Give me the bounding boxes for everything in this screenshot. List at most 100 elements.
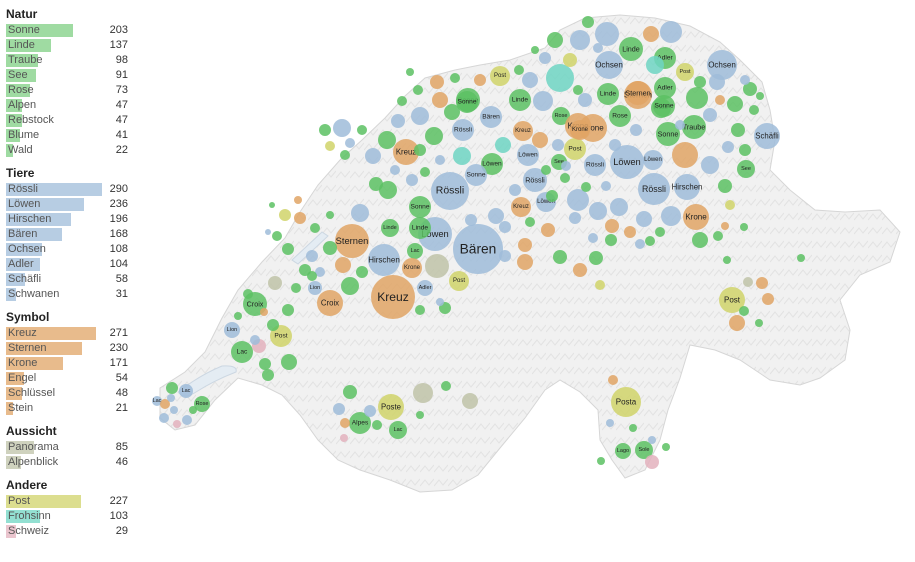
name-circle[interactable] bbox=[420, 167, 430, 177]
name-circle[interactable] bbox=[653, 95, 675, 117]
name-circle[interactable] bbox=[513, 121, 533, 141]
name-circle[interactable] bbox=[480, 106, 502, 128]
name-circle[interactable] bbox=[450, 73, 460, 83]
name-circle[interactable] bbox=[317, 290, 343, 316]
name-circle[interactable] bbox=[573, 85, 583, 95]
name-circle[interactable] bbox=[560, 173, 570, 183]
name-circle[interactable] bbox=[721, 222, 729, 230]
legend-row[interactable]: Sternen 230 bbox=[6, 341, 128, 356]
name-circle[interactable] bbox=[676, 63, 694, 81]
legend-row[interactable]: Linde 137 bbox=[6, 38, 128, 53]
name-circle[interactable] bbox=[413, 85, 423, 95]
name-circle[interactable] bbox=[406, 174, 418, 186]
name-circle[interactable] bbox=[719, 287, 745, 313]
name-circle[interactable] bbox=[488, 208, 504, 224]
name-circle[interactable] bbox=[595, 51, 623, 79]
name-circle[interactable] bbox=[431, 172, 469, 210]
name-circle[interactable] bbox=[378, 394, 404, 420]
name-circle[interactable] bbox=[490, 66, 510, 86]
legend-row[interactable]: Sonne 203 bbox=[6, 23, 128, 38]
name-circle[interactable] bbox=[250, 335, 260, 345]
name-circle[interactable] bbox=[481, 153, 503, 175]
name-circle[interactable] bbox=[629, 424, 637, 432]
legend-row[interactable]: Rebstock 47 bbox=[6, 113, 128, 128]
name-circle[interactable] bbox=[648, 436, 656, 444]
name-circle[interactable] bbox=[692, 232, 708, 248]
name-circle[interactable] bbox=[597, 457, 605, 465]
legend-row[interactable]: Alpenblick 46 bbox=[6, 455, 128, 470]
name-circle[interactable] bbox=[265, 229, 271, 235]
name-circle[interactable] bbox=[152, 396, 162, 406]
name-circle[interactable] bbox=[444, 104, 460, 120]
name-circle[interactable] bbox=[371, 275, 415, 319]
name-circle[interactable] bbox=[570, 30, 590, 50]
name-circle[interactable] bbox=[173, 420, 181, 428]
name-circle[interactable] bbox=[727, 96, 743, 112]
name-circle[interactable] bbox=[268, 276, 282, 290]
name-circle[interactable] bbox=[606, 419, 614, 427]
legend-row[interactable]: Schäfli 58 bbox=[6, 272, 128, 287]
name-circle[interactable] bbox=[409, 217, 431, 239]
name-circle[interactable] bbox=[517, 254, 533, 270]
name-circle[interactable] bbox=[674, 174, 700, 200]
name-circle[interactable] bbox=[593, 43, 603, 53]
name-circle[interactable] bbox=[561, 161, 571, 171]
legend-row[interactable]: See 91 bbox=[6, 68, 128, 83]
legend-row[interactable]: Alpen 47 bbox=[6, 98, 128, 113]
name-circle[interactable] bbox=[335, 224, 369, 258]
name-circle[interactable] bbox=[310, 223, 320, 233]
name-circle[interactable] bbox=[369, 177, 383, 191]
name-circle[interactable] bbox=[532, 132, 548, 148]
name-circle[interactable] bbox=[601, 181, 611, 191]
name-circle[interactable] bbox=[456, 91, 478, 113]
name-circle[interactable] bbox=[595, 22, 619, 46]
name-circle[interactable] bbox=[391, 114, 405, 128]
name-circle[interactable] bbox=[389, 421, 407, 439]
name-circle[interactable] bbox=[315, 267, 325, 277]
legend-row[interactable]: Schweiz 29 bbox=[6, 524, 128, 539]
legend-row[interactable]: Hirschen 196 bbox=[6, 212, 128, 227]
name-circle[interactable] bbox=[546, 190, 558, 202]
name-circle[interactable] bbox=[282, 304, 294, 316]
name-circle[interactable] bbox=[582, 16, 594, 28]
name-circle[interactable] bbox=[189, 406, 197, 414]
name-circle[interactable] bbox=[364, 405, 376, 417]
name-circle[interactable] bbox=[351, 204, 369, 222]
name-circle[interactable] bbox=[441, 381, 451, 391]
name-circle[interactable] bbox=[308, 281, 322, 295]
name-circle[interactable] bbox=[740, 223, 748, 231]
name-circle[interactable] bbox=[645, 455, 659, 469]
name-circle[interactable] bbox=[672, 142, 698, 168]
name-circle[interactable] bbox=[231, 341, 253, 363]
legend-row[interactable]: Traube 98 bbox=[6, 53, 128, 68]
name-circle[interactable] bbox=[570, 120, 590, 140]
name-circle[interactable] bbox=[414, 144, 426, 156]
name-circle[interactable] bbox=[737, 160, 755, 178]
name-circle[interactable] bbox=[660, 21, 682, 43]
name-circle[interactable] bbox=[397, 96, 407, 106]
name-circle[interactable] bbox=[435, 155, 445, 165]
name-circle[interactable] bbox=[682, 115, 706, 139]
name-circle[interactable] bbox=[661, 206, 681, 226]
name-circle[interactable] bbox=[343, 385, 357, 399]
name-circle[interactable] bbox=[294, 196, 302, 204]
name-circle[interactable] bbox=[279, 209, 291, 221]
name-circle[interactable] bbox=[605, 219, 619, 233]
legend-row[interactable]: Rose 73 bbox=[6, 83, 128, 98]
name-circle[interactable] bbox=[581, 182, 591, 192]
name-circle[interactable] bbox=[430, 75, 444, 89]
name-circle[interactable] bbox=[740, 75, 750, 85]
name-circle[interactable] bbox=[703, 108, 717, 122]
name-circle[interactable] bbox=[589, 202, 607, 220]
name-circle[interactable] bbox=[436, 298, 444, 306]
name-circle[interactable] bbox=[509, 89, 531, 111]
name-circle[interactable] bbox=[635, 239, 645, 249]
name-circle[interactable] bbox=[683, 204, 709, 230]
name-circle[interactable] bbox=[609, 139, 621, 151]
legend-row[interactable]: Schwanen 31 bbox=[6, 287, 128, 302]
name-circle[interactable] bbox=[160, 399, 170, 409]
name-circle[interactable] bbox=[645, 236, 655, 246]
legend-row[interactable]: Engel 54 bbox=[6, 371, 128, 386]
name-circle[interactable] bbox=[701, 156, 719, 174]
name-circle[interactable] bbox=[522, 72, 538, 88]
